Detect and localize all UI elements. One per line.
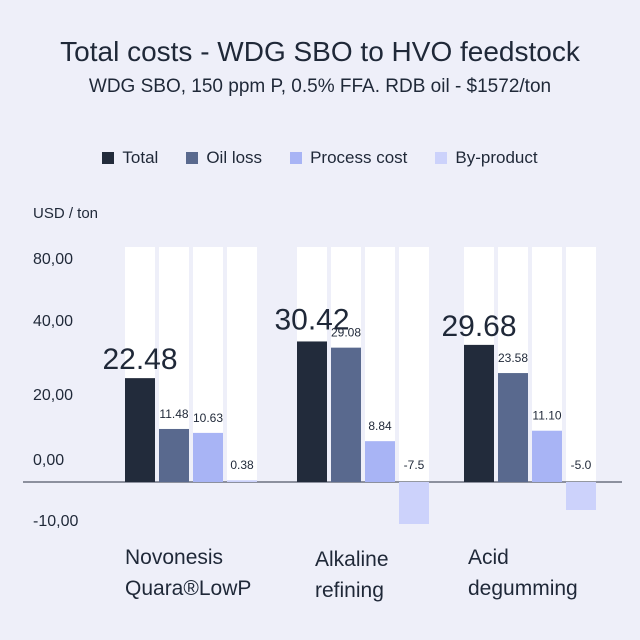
data-label: 23.58 [498, 351, 528, 365]
data-label: 11.10 [532, 409, 561, 423]
bar-process-cost [532, 430, 562, 482]
legend-swatch-oil-loss [186, 152, 199, 164]
bar-total [125, 378, 155, 482]
data-label: 0.38 [230, 458, 254, 472]
bar-background-column [566, 247, 596, 482]
y-tick-label: -10,00 [33, 513, 78, 530]
category-label-line: refining [315, 579, 384, 602]
legend-swatch-total [102, 152, 115, 164]
data-label: 11.48 [159, 407, 188, 421]
y-tick-label: 80,00 [33, 251, 73, 268]
data-label: -5.0 [571, 458, 592, 472]
bar-by-product [399, 482, 429, 524]
bar-total [297, 341, 327, 482]
category-label-line: degumming [468, 577, 578, 600]
data-label: 30.42 [274, 303, 349, 336]
category-label-line: Acid [468, 546, 509, 569]
bar-by-product [566, 482, 596, 510]
category-label-line: Alkaline [315, 548, 389, 571]
bar-process-cost [365, 441, 395, 482]
legend-item-oil-loss: Oil loss [186, 148, 262, 168]
data-label: 8.84 [368, 419, 392, 433]
bar-by-product [227, 480, 257, 482]
bar-oil-loss [498, 373, 528, 482]
data-label: 10.63 [193, 411, 223, 425]
chart-subtitle: WDG SBO, 150 ppm P, 0.5% FFA. RDB oil - … [88, 76, 552, 97]
category-label-acid: Acid degumming [468, 542, 578, 604]
y-tick-label: 40,00 [33, 313, 73, 330]
legend-label-oil-loss: Oil loss [206, 148, 263, 167]
category-label-alkaline: Alkaline refining [315, 544, 389, 606]
category-label-line: Quara®LowP [125, 577, 252, 600]
y-tick-label: 20,00 [33, 387, 73, 404]
legend-label-total: Total [122, 148, 159, 167]
bar-total [464, 344, 494, 482]
bar-background-column [399, 247, 429, 482]
legend-item-process-cost: Process cost [290, 148, 407, 168]
legend-item-by-product: By-product [435, 148, 538, 168]
y-tick-label: 0,00 [33, 452, 64, 469]
bar-oil-loss [159, 428, 189, 482]
legend-label-by-product: By-product [455, 148, 538, 167]
legend: Total Oil loss Process cost By-product [0, 148, 640, 168]
legend-swatch-process-cost [290, 152, 303, 164]
data-label: -7.5 [404, 458, 425, 472]
category-label-line: Novonesis [125, 546, 224, 569]
data-label: 29.08 [331, 326, 361, 340]
category-label-novonesis: Novonesis Quara®LowP [125, 542, 251, 604]
bar-process-cost [193, 432, 223, 482]
legend-label-process-cost: Process cost [310, 148, 408, 167]
legend-item-total: Total [102, 148, 158, 168]
legend-swatch-by-product [435, 152, 448, 164]
bar-background-column [227, 247, 257, 482]
data-label: 22.48 [102, 343, 177, 376]
bar-oil-loss [331, 347, 361, 482]
data-label: 29.68 [441, 310, 516, 343]
y-axis-label: USD / ton [33, 205, 99, 222]
chart-title: Total costs - WDG SBO to HVO feedstock [60, 36, 580, 67]
